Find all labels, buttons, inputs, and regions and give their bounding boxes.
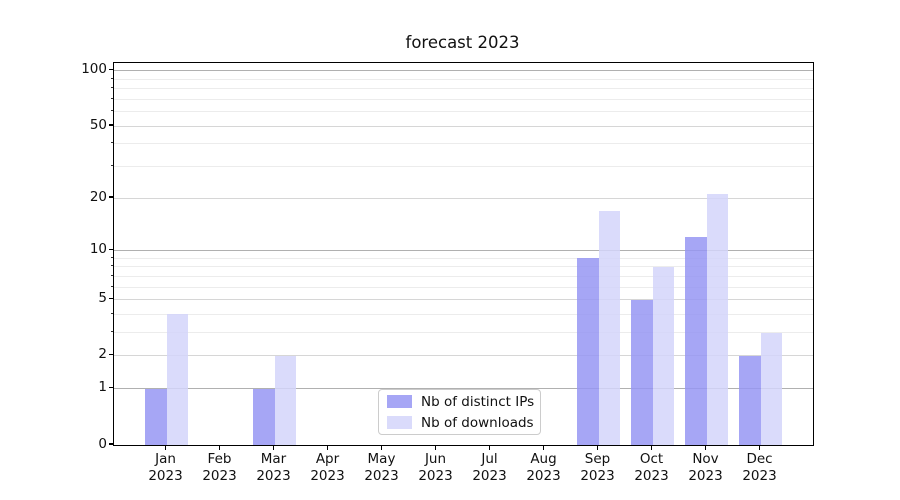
x-tick-label-aug: Aug 2023 — [526, 451, 561, 484]
gridline-minor-80 — [114, 88, 813, 90]
y-tick-mark-1 — [108, 387, 113, 389]
y-tick-mark-20 — [108, 196, 113, 198]
x-tick-mark-apr — [326, 445, 329, 450]
y-minor-tick-40 — [110, 142, 113, 144]
y-minor-tick-7 — [110, 274, 113, 277]
x-tick-mark-nov — [704, 445, 707, 450]
y-tick-label-1: 1 — [98, 379, 107, 396]
y-tick-label-100: 100 — [81, 61, 107, 78]
legend-swatch-downloads — [387, 416, 412, 429]
x-tick-label-jan: Jan 2023 — [148, 451, 183, 484]
x-tick-label-nov: Nov 2023 — [688, 451, 723, 484]
bar-distinct-ips-nov — [685, 236, 707, 445]
x-tick-label-feb: Feb 2023 — [202, 451, 237, 484]
x-tick-mark-may — [380, 445, 383, 450]
y-minor-tick-70 — [110, 97, 113, 99]
gridline-2 — [114, 355, 813, 357]
x-tick-label-dec: Dec 2023 — [742, 451, 777, 484]
y-tick-mark-2 — [108, 354, 113, 356]
legend-item-distinct-ips: Nb of distinct IPs — [387, 393, 540, 410]
plot-area: Nb of distinct IPs Nb of downloads — [113, 62, 814, 446]
y-minor-tick-30 — [110, 164, 113, 167]
y-minor-tick-90 — [110, 77, 113, 79]
y-tick-mark-0 — [108, 443, 113, 445]
gridline-minor-90 — [114, 78, 813, 80]
legend-label-downloads: Nb of downloads — [421, 414, 534, 431]
gridline-minor-9 — [114, 257, 813, 259]
x-tick-label-jul: Jul 2023 — [472, 451, 507, 484]
x-tick-label-may: May 2023 — [364, 451, 399, 484]
y-minor-tick-4 — [110, 312, 113, 315]
legend-item-downloads: Nb of downloads — [387, 414, 540, 431]
x-tick-mark-mar — [272, 445, 275, 450]
y-minor-tick-8 — [110, 265, 113, 267]
chart-title: forecast 2023 — [405, 33, 520, 52]
legend: Nb of distinct IPs Nb of downloads — [378, 389, 541, 435]
y-tick-label-50: 50 — [89, 116, 107, 133]
y-tick-label-2: 2 — [98, 346, 107, 363]
y-minor-tick-9 — [110, 256, 113, 258]
y-tick-mark-100 — [108, 69, 113, 71]
bar-distinct-ips-jan — [145, 388, 167, 445]
gridline-minor-40 — [114, 143, 813, 145]
y-tick-mark-50 — [108, 124, 113, 126]
y-tick-label-20: 20 — [89, 188, 107, 205]
gridline-minor-60 — [114, 111, 813, 113]
gridline-minor-4 — [114, 313, 813, 315]
gridline-minor-3 — [114, 332, 813, 334]
gridline-10 — [114, 250, 813, 251]
x-tick-mark-sep — [596, 445, 599, 450]
x-tick-mark-jun — [434, 445, 437, 450]
bar-distinct-ips-oct — [631, 299, 653, 445]
legend-label-distinct-ips: Nb of distinct IPs — [421, 393, 535, 410]
bar-downloads-sep — [598, 210, 620, 445]
y-tick-label-10: 10 — [89, 241, 107, 257]
x-tick-mark-aug — [542, 445, 545, 450]
y-minor-tick-6 — [110, 285, 113, 287]
y-minor-tick-80 — [110, 87, 113, 89]
bar-distinct-ips-dec — [739, 355, 761, 445]
x-tick-mark-jan — [164, 445, 167, 450]
y-minor-tick-3 — [110, 331, 113, 333]
bar-downloads-dec — [760, 332, 782, 445]
bar-downloads-oct — [652, 266, 674, 445]
gridline-100 — [114, 70, 813, 72]
gridline-minor-7 — [114, 275, 813, 277]
gridline-minor-30 — [114, 165, 813, 167]
gridline-minor-6 — [114, 286, 813, 288]
y-minor-tick-60 — [110, 110, 113, 112]
y-tick-label-5: 5 — [98, 290, 107, 307]
x-tick-mark-dec — [758, 445, 761, 450]
y-tick-mark-10 — [108, 248, 113, 251]
y-tick-label-0: 0 — [98, 435, 107, 452]
bar-downloads-jan — [166, 314, 188, 445]
bar-distinct-ips-mar — [253, 388, 275, 445]
x-tick-label-sep: Sep 2023 — [580, 451, 615, 484]
x-tick-mark-jul — [488, 445, 491, 450]
gridline-20 — [114, 197, 813, 199]
x-tick-label-jun: Jun 2023 — [418, 451, 453, 484]
gridline-50 — [114, 125, 813, 127]
x-tick-mark-feb — [218, 445, 221, 450]
gridline-1 — [114, 388, 813, 390]
bar-downloads-mar — [274, 355, 296, 445]
gridline-minor-70 — [114, 98, 813, 100]
x-tick-label-apr: Apr 2023 — [310, 451, 345, 484]
gridline-5 — [114, 299, 813, 301]
bar-downloads-nov — [706, 194, 728, 445]
x-tick-mark-oct — [650, 445, 653, 450]
y-tick-mark-5 — [108, 298, 113, 300]
bar-distinct-ips-sep — [577, 258, 599, 445]
legend-swatch-distinct-ips — [387, 395, 412, 408]
x-tick-label-mar: Mar 2023 — [256, 451, 291, 484]
x-tick-label-oct: Oct 2023 — [634, 451, 669, 484]
gridline-minor-8 — [114, 266, 813, 268]
